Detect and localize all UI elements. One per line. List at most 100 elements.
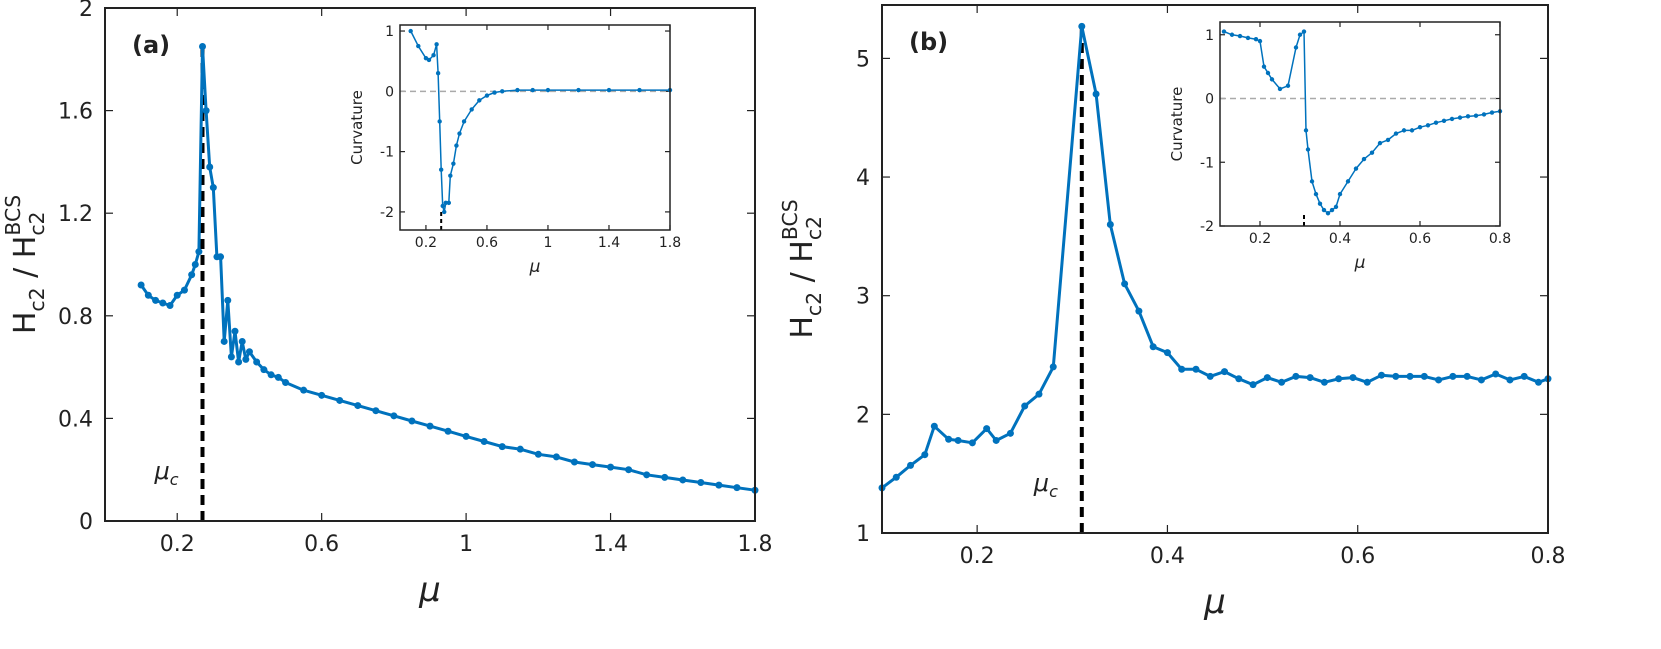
x-tick-label: 0.6	[476, 235, 498, 251]
data-point	[1333, 204, 1339, 210]
data-point	[1420, 372, 1428, 380]
data-point	[191, 261, 199, 268]
data-point	[220, 337, 228, 345]
data-point	[224, 296, 232, 304]
data-point	[552, 453, 560, 461]
data-point	[715, 481, 723, 489]
data-point	[679, 476, 687, 484]
data-point	[1337, 191, 1343, 197]
y-label-subscript: c2	[25, 211, 49, 235]
data-point	[426, 57, 432, 63]
data-point	[1021, 402, 1029, 410]
data-point	[607, 463, 615, 471]
data-point	[515, 87, 520, 93]
data-point	[1353, 166, 1359, 171]
data-point	[438, 167, 444, 172]
data-point	[1303, 128, 1309, 133]
data-point	[1481, 112, 1487, 117]
data-point	[892, 473, 900, 481]
data-point	[1441, 118, 1447, 124]
annotation-subscript: c	[170, 470, 179, 489]
data-point	[643, 471, 651, 479]
y-axis-label: Curvature	[1168, 87, 1186, 162]
data-point	[1457, 115, 1463, 120]
data-point	[1321, 207, 1327, 213]
y-tick-label: 2	[79, 0, 93, 22]
data-point	[1392, 372, 1400, 380]
data-point	[166, 302, 174, 310]
data-point	[408, 28, 413, 34]
x-tick-label: 0.2	[415, 235, 437, 251]
data-point	[1249, 381, 1257, 389]
data-point	[1378, 371, 1385, 379]
data-point	[1006, 429, 1014, 437]
data-point	[461, 119, 467, 124]
data-point	[336, 396, 344, 404]
data-point	[231, 327, 239, 335]
data-point	[253, 358, 261, 366]
data-point	[1425, 123, 1431, 128]
x-axis-label: μ	[1203, 582, 1226, 622]
y-tick-label: 0.8	[58, 305, 93, 330]
data-point	[446, 200, 452, 206]
x-tick-label: 1.4	[593, 532, 628, 557]
x-axis-label: μ	[529, 257, 541, 277]
y-label-text: / H	[785, 240, 820, 292]
data-point	[1305, 147, 1311, 152]
data-point	[589, 461, 596, 469]
y-label-superscript: BCS	[1, 195, 25, 236]
data-point	[1369, 150, 1375, 155]
data-point	[637, 87, 642, 93]
data-point	[1417, 124, 1423, 130]
x-tick-label: 1.8	[659, 235, 681, 251]
data-point	[199, 42, 206, 50]
data-point	[1278, 378, 1286, 386]
data-point	[1317, 201, 1323, 206]
data-point	[1435, 376, 1443, 384]
data-point	[1320, 378, 1328, 386]
data-point	[1477, 376, 1485, 384]
x-tick-label: 1	[544, 235, 553, 251]
y-tick-label: 1	[1205, 28, 1214, 44]
data-point	[1078, 22, 1086, 30]
data-point	[1263, 374, 1271, 382]
axes-box	[104, 7, 756, 522]
x-tick-label: 0.2	[160, 532, 195, 557]
y-label-text: H	[785, 316, 820, 339]
data-point	[1261, 64, 1267, 69]
y-tick-label: -2	[380, 205, 394, 221]
x-axis-label: μ	[1354, 253, 1366, 273]
y-label-subscript: c2	[25, 287, 49, 311]
data-point	[1229, 32, 1235, 37]
x-tick-label: 0.8	[1489, 231, 1511, 247]
data-point	[1406, 372, 1414, 380]
y-label-subscript: c2	[802, 292, 826, 316]
data-point	[530, 87, 535, 93]
data-point	[437, 119, 442, 124]
y-label-text: / H	[8, 236, 43, 288]
y-label-text: Curvature	[348, 90, 366, 165]
y-tick-label: 1	[385, 24, 394, 40]
y-tick-label: 1.6	[58, 100, 93, 125]
data-point	[516, 445, 524, 453]
data-point	[921, 451, 929, 459]
data-point	[1206, 372, 1214, 380]
y-axis-label: Hc2 / Hc2BCS	[778, 199, 826, 338]
data-point	[992, 436, 1000, 444]
data-point	[1465, 114, 1471, 119]
data-point	[202, 107, 210, 115]
data-point	[457, 131, 462, 136]
data-point	[372, 407, 380, 415]
data-point	[242, 355, 250, 363]
y-tick-label: 4	[856, 166, 870, 191]
data-point	[260, 366, 268, 374]
x-tick-label: 1.4	[598, 235, 620, 251]
data-point	[1269, 77, 1275, 82]
data-point	[983, 425, 991, 433]
axes-box	[881, 4, 1549, 534]
data-point	[318, 391, 326, 399]
plot-area	[1220, 22, 1500, 226]
data-point	[227, 353, 235, 361]
x-tick-label: 0.6	[1340, 544, 1375, 569]
